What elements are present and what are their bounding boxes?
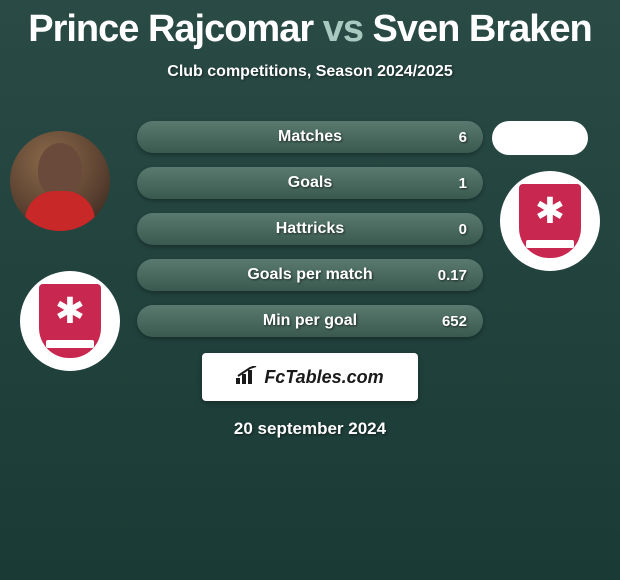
stat-label: Hattricks bbox=[276, 220, 344, 238]
stat-label: Min per goal bbox=[263, 312, 357, 330]
page-title: Prince Rajcomar vs Sven Braken bbox=[0, 0, 620, 51]
subtitle: Club competitions, Season 2024/2025 bbox=[0, 63, 620, 81]
player1-name: Prince Rajcomar bbox=[28, 8, 313, 50]
stat-value: 0.17 bbox=[438, 267, 467, 284]
brand-text: FcTables.com bbox=[264, 367, 383, 388]
player2-club-badge bbox=[500, 171, 600, 271]
stat-label: Goals bbox=[288, 174, 332, 192]
stat-value: 1 bbox=[459, 175, 467, 192]
stat-row-hattricks: Hattricks 0 bbox=[137, 213, 483, 245]
club-badge-icon bbox=[39, 284, 101, 358]
player1-club-badge bbox=[20, 271, 120, 371]
stat-row-matches: Matches 6 bbox=[137, 121, 483, 153]
stats-table: Matches 6 Goals 1 Hattricks 0 Goals per … bbox=[137, 121, 483, 337]
brand-chart-icon bbox=[236, 366, 258, 389]
player2-name: Sven Braken bbox=[373, 8, 592, 50]
footer-date: 20 september 2024 bbox=[0, 419, 620, 439]
stat-value: 652 bbox=[442, 313, 467, 330]
stat-value: 6 bbox=[459, 129, 467, 146]
stat-label: Goals per match bbox=[247, 266, 372, 284]
stat-row-goals-per-match: Goals per match 0.17 bbox=[137, 259, 483, 291]
player2-avatar-pill bbox=[492, 121, 588, 155]
stat-row-goals: Goals 1 bbox=[137, 167, 483, 199]
club-badge-icon bbox=[519, 184, 581, 258]
brand-badge: FcTables.com bbox=[202, 353, 418, 401]
stat-row-min-per-goal: Min per goal 652 bbox=[137, 305, 483, 337]
stat-value: 0 bbox=[459, 221, 467, 238]
stat-label: Matches bbox=[278, 128, 342, 146]
comparison-content: Matches 6 Goals 1 Hattricks 0 Goals per … bbox=[0, 121, 620, 439]
vs-text: vs bbox=[323, 8, 363, 50]
player1-avatar bbox=[10, 131, 110, 231]
